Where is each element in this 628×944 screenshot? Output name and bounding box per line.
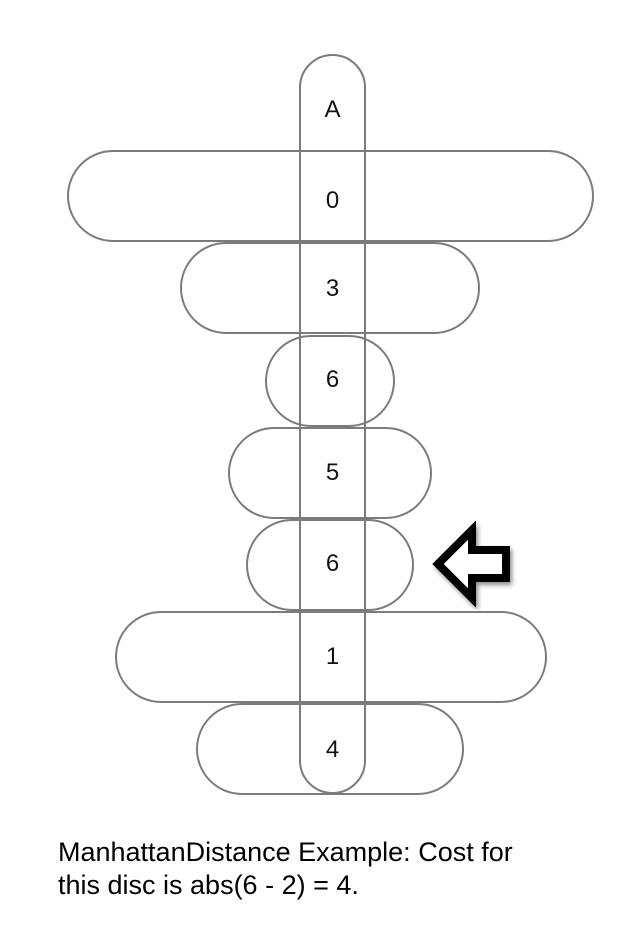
- column-header-label: A: [324, 96, 341, 123]
- caption: ManhattanDistance Example: Cost for this…: [58, 836, 598, 902]
- disc-value-0: 0: [325, 187, 340, 214]
- disc-6: [196, 703, 464, 795]
- disc-value-6: 4: [325, 736, 340, 763]
- disc-value-3: 5: [325, 459, 340, 486]
- disc-5: [115, 611, 547, 703]
- left-arrow-icon: [432, 520, 510, 608]
- disc-value-1: 3: [325, 275, 340, 302]
- disc-value-2: 6: [325, 366, 340, 393]
- disc-4-highlighted: [246, 519, 414, 611]
- disc-2: [265, 335, 395, 427]
- disc-3: [228, 427, 432, 519]
- caption-line-2: this disc is abs(6 - 2) = 4.: [58, 870, 359, 900]
- disc-value-4: 6: [325, 550, 340, 577]
- disc-1: [180, 242, 480, 334]
- disc-value-5: 1: [325, 643, 340, 670]
- caption-line-1: ManhattanDistance Example: Cost for: [58, 837, 513, 867]
- column-a: [299, 54, 366, 794]
- disc-0: [67, 150, 594, 242]
